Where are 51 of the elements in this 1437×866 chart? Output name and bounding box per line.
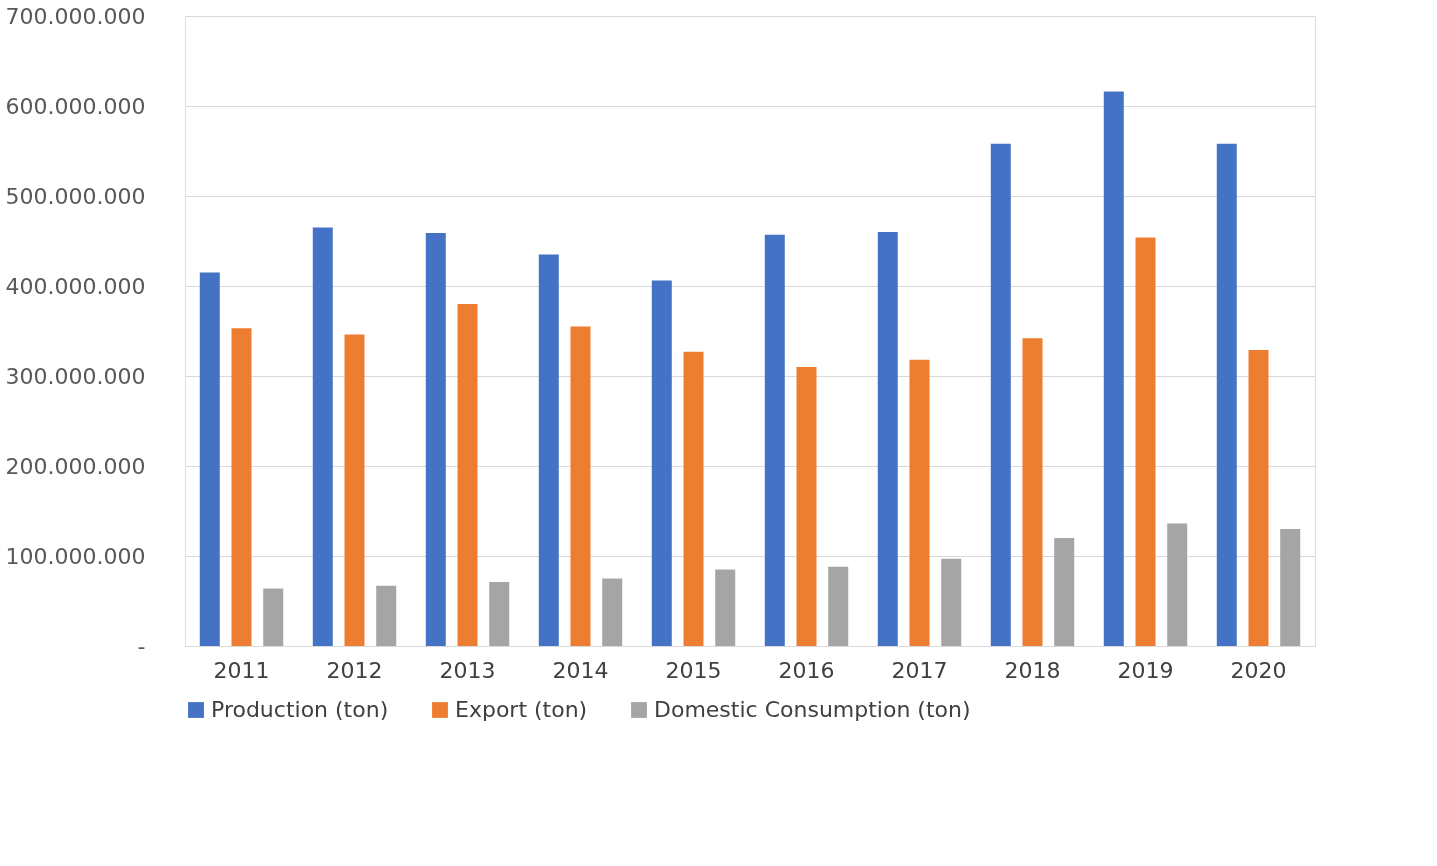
bar [796, 367, 817, 646]
bar [651, 280, 672, 646]
y-tick-label: 100.000.000 [5, 543, 146, 569]
bar [941, 558, 962, 646]
bar [312, 227, 333, 646]
y-tick-label: 200.000.000 [5, 453, 146, 479]
legend-label: Export (ton) [455, 697, 588, 722]
bar [1022, 338, 1043, 646]
bar [683, 351, 704, 646]
y-tick-label: 400.000.000 [5, 273, 146, 299]
y-tick-label: 700.000.000 [5, 3, 146, 29]
x-tick-label: 2012 [326, 657, 383, 683]
x-tick-label: 2017 [891, 657, 948, 683]
bar [538, 254, 559, 646]
bar [990, 143, 1011, 646]
x-tick-label: 2014 [552, 657, 609, 683]
bar [1248, 349, 1269, 646]
x-tick-label: 2011 [213, 657, 270, 683]
bar [199, 272, 220, 646]
bar [1103, 91, 1124, 646]
bar [828, 566, 849, 646]
bar [909, 359, 930, 646]
y-tick-label: - [137, 633, 146, 659]
bar [715, 569, 736, 646]
bar [1280, 529, 1301, 646]
bar [376, 585, 397, 646]
x-tick-label: 2019 [1117, 657, 1174, 683]
legend-label: Domestic Consumption (ton) [654, 697, 971, 722]
bar [1054, 538, 1075, 646]
bar [263, 588, 284, 646]
bar [1167, 523, 1188, 646]
y-tick-label: 500.000.000 [5, 183, 146, 209]
x-tick-label: 2018 [1004, 657, 1061, 683]
bar [231, 328, 252, 646]
bar [602, 578, 623, 646]
bar [877, 232, 898, 646]
legend-label: Production (ton) [211, 697, 389, 722]
x-tick-label: 2016 [778, 657, 835, 683]
bar [1216, 143, 1237, 646]
x-tick-label: 2020 [1230, 657, 1287, 683]
bar [764, 234, 785, 646]
bar [425, 232, 446, 646]
bar [344, 334, 365, 646]
bar [570, 326, 591, 646]
y-tick-label: 600.000.000 [5, 93, 146, 119]
x-tick-label: 2015 [665, 657, 722, 683]
bar [1135, 237, 1156, 646]
bar [457, 304, 478, 646]
y-tick-label: 300.000.000 [5, 363, 146, 389]
bar [489, 582, 510, 646]
x-tick-label: 2013 [439, 657, 496, 683]
